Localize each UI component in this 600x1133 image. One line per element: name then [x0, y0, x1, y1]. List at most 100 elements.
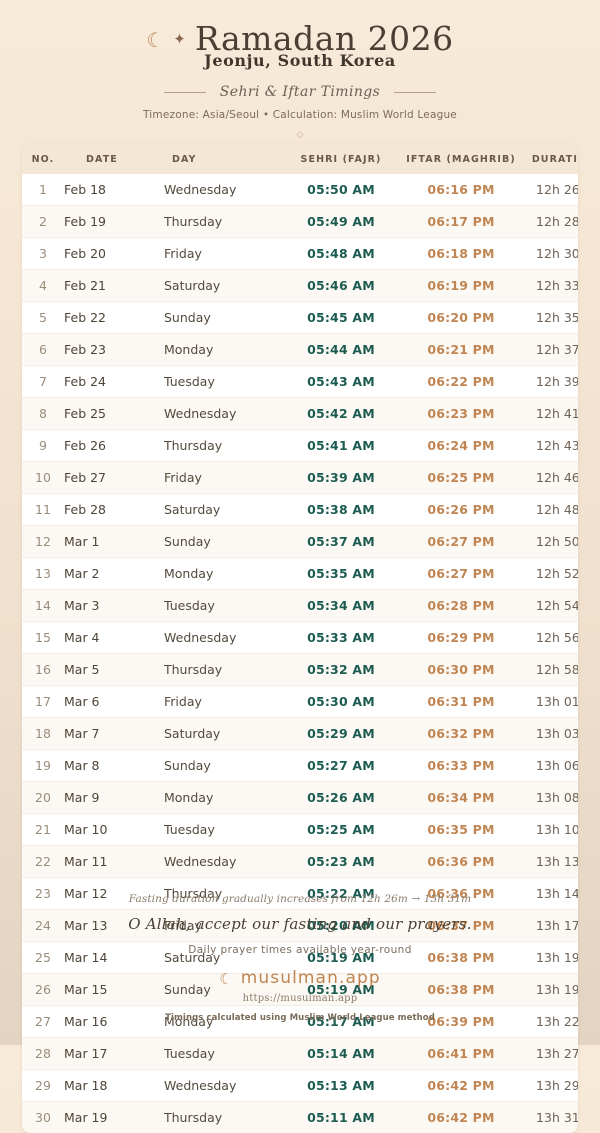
cell-day: Saturday — [164, 270, 280, 302]
cell-no: 13 — [22, 558, 64, 590]
cell-sehri: 05:34 AM — [280, 590, 402, 622]
cell-iftar: 06:20 PM — [402, 302, 520, 334]
cell-day: Monday — [164, 558, 280, 590]
table-header-row: NO. DATE DAY SEHRI (FAJR) IFTAR (MAGHRIB… — [22, 144, 578, 174]
cell-day: Wednesday — [164, 846, 280, 878]
cell-duration: 12h 48m — [520, 494, 578, 526]
cell-no: 4 — [22, 270, 64, 302]
cell-date: Mar 3 — [64, 590, 164, 622]
cell-day: Monday — [164, 782, 280, 814]
cell-day: Sunday — [164, 750, 280, 782]
cell-date: Mar 9 — [64, 782, 164, 814]
brand-row[interactable]: ☾ musulman.app — [0, 968, 600, 988]
cell-sehri: 05:30 AM — [280, 686, 402, 718]
column-header-sehri: SEHRI (FAJR) — [280, 144, 402, 174]
cell-duration: 12h 30m — [520, 238, 578, 270]
cell-duration: 13h 06m — [520, 750, 578, 782]
cell-duration: 12h 56m — [520, 622, 578, 654]
cell-sehri: 05:25 AM — [280, 814, 402, 846]
cell-date: Mar 18 — [64, 1070, 164, 1102]
brand-crescent-moon-icon: ☾ — [219, 972, 232, 987]
cell-date: Feb 21 — [64, 270, 164, 302]
cell-sehri: 05:39 AM — [280, 462, 402, 494]
cell-no: 7 — [22, 366, 64, 398]
cell-iftar: 06:25 PM — [402, 462, 520, 494]
cell-duration: 12h 28m — [520, 206, 578, 238]
cell-duration: 12h 26m — [520, 174, 578, 206]
cell-iftar: 06:34 PM — [402, 782, 520, 814]
cell-day: Wednesday — [164, 174, 280, 206]
dua-text: O Allah, accept our fasting and our pray… — [0, 915, 600, 933]
column-header-iftar: IFTAR (MAGHRIB) — [402, 144, 520, 174]
cell-day: Friday — [164, 238, 280, 270]
cell-duration: 12h 54m — [520, 590, 578, 622]
cell-iftar: 06:24 PM — [402, 430, 520, 462]
cell-sehri: 05:38 AM — [280, 494, 402, 526]
cell-sehri: 05:50 AM — [280, 174, 402, 206]
cell-duration: 12h 58m — [520, 654, 578, 686]
tagline-row: Sehri & Iftar Timings — [0, 84, 600, 100]
cell-no: 14 — [22, 590, 64, 622]
cell-no: 18 — [22, 718, 64, 750]
cell-sehri: 05:23 AM — [280, 846, 402, 878]
cell-date: Feb 22 — [64, 302, 164, 334]
cell-date: Feb 26 — [64, 430, 164, 462]
cell-day: Tuesday — [164, 366, 280, 398]
cell-date: Feb 28 — [64, 494, 164, 526]
city-subtitle: Jeonju, South Korea — [0, 51, 600, 70]
cell-day: Tuesday — [164, 814, 280, 846]
page-header: ☾ ✦ Ramadan 2026 Jeonju, South Korea Seh… — [0, 0, 600, 140]
cell-iftar: 06:16 PM — [402, 174, 520, 206]
cell-iftar: 06:29 PM — [402, 622, 520, 654]
cell-sehri: 05:44 AM — [280, 334, 402, 366]
cell-date: Mar 7 — [64, 718, 164, 750]
cell-date: Feb 19 — [64, 206, 164, 238]
cell-date: Mar 6 — [64, 686, 164, 718]
cell-iftar: 06:28 PM — [402, 590, 520, 622]
cell-no: 6 — [22, 334, 64, 366]
cell-iftar: 06:17 PM — [402, 206, 520, 238]
cell-sehri: 05:32 AM — [280, 654, 402, 686]
cell-no: 10 — [22, 462, 64, 494]
calculation-method-note: Timings calculated using Muslim World Le… — [0, 1013, 600, 1023]
brand-url[interactable]: https://musulman.app — [0, 993, 600, 1004]
cell-no: 16 — [22, 654, 64, 686]
brand-name[interactable]: musulman.app — [241, 968, 381, 988]
column-header-day: DAY — [164, 144, 280, 174]
cell-day: Thursday — [164, 1102, 280, 1133]
cell-date: Mar 2 — [64, 558, 164, 590]
cell-sehri: 05:46 AM — [280, 270, 402, 302]
cell-date: Mar 10 — [64, 814, 164, 846]
cell-duration: 13h 10m — [520, 814, 578, 846]
cell-day: Friday — [164, 686, 280, 718]
cell-day: Friday — [164, 462, 280, 494]
cell-date: Mar 11 — [64, 846, 164, 878]
cell-day: Thursday — [164, 654, 280, 686]
cell-sehri: 05:11 AM — [280, 1102, 402, 1133]
cell-no: 17 — [22, 686, 64, 718]
cell-sehri: 05:43 AM — [280, 366, 402, 398]
cell-date: Feb 18 — [64, 174, 164, 206]
cell-iftar: 06:42 PM — [402, 1102, 520, 1133]
cell-no: 8 — [22, 398, 64, 430]
page-footer: Fasting duration gradually increases fro… — [0, 893, 600, 1023]
diamond-ornament-icon: ◇ — [0, 131, 600, 140]
cell-day: Sunday — [164, 526, 280, 558]
cell-date: Mar 19 — [64, 1102, 164, 1133]
cell-duration: 12h 52m — [520, 558, 578, 590]
cell-date: Mar 4 — [64, 622, 164, 654]
cell-day: Tuesday — [164, 590, 280, 622]
availability-note: Daily prayer times available year-round — [0, 944, 600, 956]
cell-iftar: 06:19 PM — [402, 270, 520, 302]
